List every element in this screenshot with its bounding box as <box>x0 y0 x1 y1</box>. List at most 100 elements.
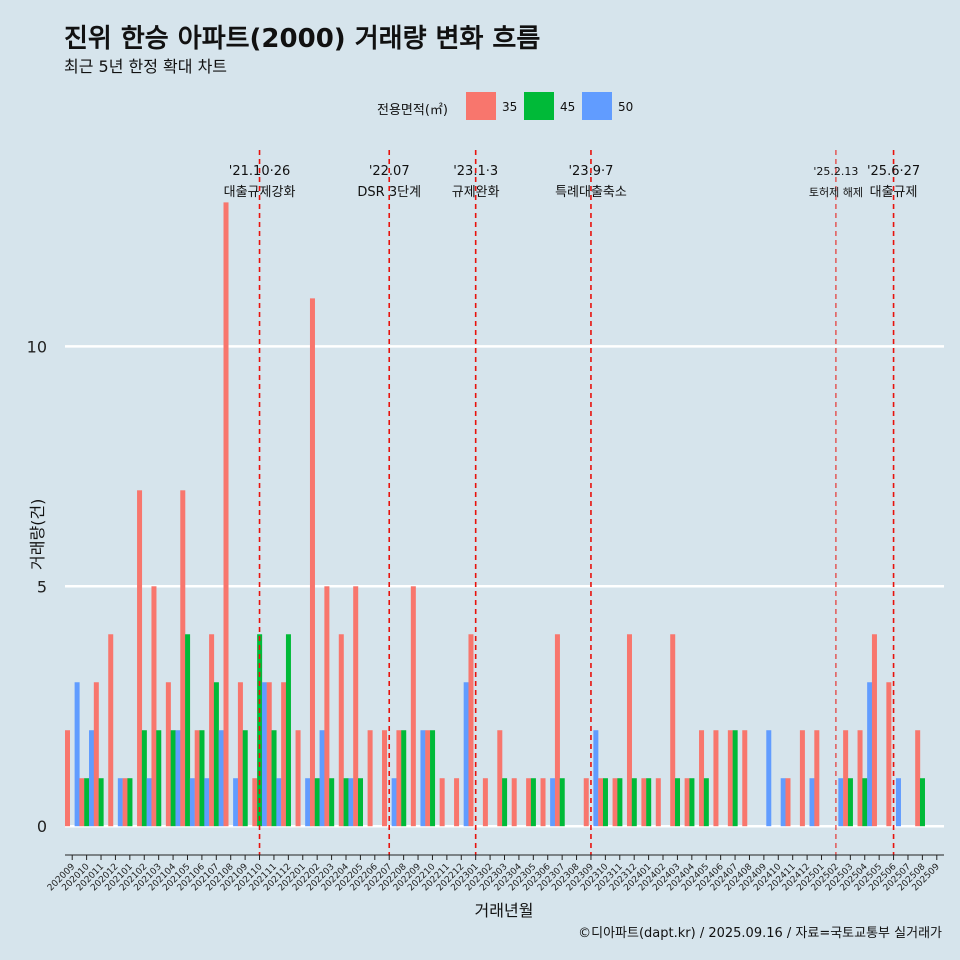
bar-202103-45 <box>156 730 162 827</box>
bar-202301-35 <box>468 634 474 827</box>
bar-202403-35 <box>670 634 676 827</box>
bar-202312-35 <box>626 634 632 827</box>
bar-202202-50 <box>319 730 325 827</box>
bar-202203-45 <box>329 778 335 827</box>
bar-202406-35 <box>713 730 719 827</box>
bar-202110-50 <box>261 682 267 827</box>
event-date-202309: '23.9·7 <box>568 164 613 179</box>
bar-202307-35 <box>554 634 560 827</box>
bar-202111-45 <box>271 730 277 827</box>
bar-202401-45 <box>646 778 652 827</box>
bar-202310-45 <box>602 778 608 827</box>
source-caption: ©디아파트(dapt.kr) / 2025.09.16 / 자료=국토교통부 실… <box>578 926 942 941</box>
bar-202508-45 <box>919 778 925 827</box>
bar-202105-45 <box>185 634 191 827</box>
bar-202012-35 <box>108 634 114 827</box>
event-text-202207: DSR 3단계 <box>357 185 421 200</box>
bar-202412-35 <box>799 730 805 827</box>
bar-202408-35 <box>742 730 748 827</box>
bar-202209-35 <box>410 586 416 827</box>
bar-202304-35 <box>511 778 517 827</box>
bar-202207-35 <box>382 730 388 827</box>
bar-202309-35 <box>583 778 589 827</box>
legend-swatch-35 <box>466 92 496 120</box>
y-axis-label: 거래량(건) <box>28 498 47 570</box>
legend-swatch-45 <box>524 92 554 120</box>
bar-202011-45 <box>98 778 104 827</box>
y-tick-label: 5 <box>37 577 47 596</box>
bar-202405-45 <box>703 778 709 827</box>
bar-202307-45 <box>559 778 565 827</box>
bar-202205-35 <box>353 586 359 827</box>
legend-label-45: 45 <box>560 100 576 114</box>
bar-202009-35 <box>65 730 71 827</box>
bar-202103-35 <box>151 586 157 827</box>
bar-202208-35 <box>396 730 402 827</box>
y-tick-label: 0 <box>37 817 47 836</box>
bar-202504-50 <box>867 682 873 827</box>
bar-202011-35 <box>93 682 99 827</box>
bar-202504-35 <box>857 730 863 827</box>
event-date-202110: '21.10·26 <box>229 164 290 179</box>
bar-202102-35 <box>137 490 143 827</box>
bar-202104-35 <box>165 682 171 827</box>
y-axis: 0 5 10 <box>27 337 47 836</box>
bar-202212-35 <box>454 778 460 827</box>
bar-202503-45 <box>847 778 853 827</box>
y-tick-label: 10 <box>27 337 47 356</box>
bar-202311-45 <box>617 778 623 827</box>
bar-202311-35 <box>612 778 618 827</box>
bar-202107-35 <box>209 634 215 827</box>
bar-202107-45 <box>213 682 219 827</box>
bar-202108-50 <box>233 778 239 827</box>
chart-title: 진위 한승 아파트(2000) 거래량 변화 흐름 <box>64 24 541 54</box>
bar-202212-50 <box>463 682 469 827</box>
bar-202204-50 <box>348 778 354 827</box>
bar-202010-35 <box>79 778 85 827</box>
bar-202210-45 <box>430 730 436 827</box>
bar-202407-45 <box>732 730 738 827</box>
bar-202204-35 <box>338 634 344 827</box>
bar-202302-35 <box>482 778 488 827</box>
bar-202407-35 <box>727 730 733 827</box>
bar-202102-45 <box>141 730 147 827</box>
bar-202310-35 <box>598 778 604 827</box>
bar-202102-50 <box>146 778 152 827</box>
bar-202105-35 <box>180 490 186 827</box>
event-text-202110: 대출규제강화 <box>224 185 296 200</box>
event-text-202506: 대출규제 <box>870 185 918 200</box>
bar-202303-45 <box>502 778 508 827</box>
x-axis: 2020092020102020112020122021012021022021… <box>46 854 944 893</box>
x-axis-label: 거래년월 <box>474 901 534 920</box>
event-text-202502: 토허제 해제 <box>809 185 863 199</box>
bar-202206-35 <box>367 730 373 827</box>
bar-202101-45 <box>127 778 133 827</box>
bar-202211-35 <box>439 778 445 827</box>
bar-202506-35 <box>886 682 892 827</box>
legend-title: 전용면적(㎡) <box>377 103 448 118</box>
bar-202503-35 <box>843 730 849 827</box>
bar-202106-45 <box>199 730 205 827</box>
bar-202202-35 <box>309 298 315 827</box>
bar-202504-45 <box>862 778 868 827</box>
bar-202109-45 <box>242 730 248 827</box>
bar-202411-35 <box>785 778 791 827</box>
bar-202012-50 <box>117 778 123 827</box>
bar-202502-50 <box>838 778 844 827</box>
bar-202106-35 <box>194 730 200 827</box>
bar-202402-35 <box>655 778 661 827</box>
bar-202208-45 <box>401 730 407 827</box>
bar-202501-35 <box>814 730 820 827</box>
bar-202201-50 <box>305 778 311 827</box>
bars-layer <box>65 202 925 827</box>
event-text-202309: 특례대출축소 <box>555 185 627 200</box>
bar-202404-45 <box>689 778 695 827</box>
bar-202412-50 <box>809 778 815 827</box>
bar-202104-50 <box>175 730 181 827</box>
bar-202209-50 <box>420 730 426 827</box>
bar-202205-45 <box>358 778 364 827</box>
bar-202401-35 <box>641 778 647 827</box>
bar-202305-35 <box>526 778 532 827</box>
bar-202112-45 <box>285 634 291 827</box>
event-text-202301: 규제완화 <box>452 185 500 200</box>
